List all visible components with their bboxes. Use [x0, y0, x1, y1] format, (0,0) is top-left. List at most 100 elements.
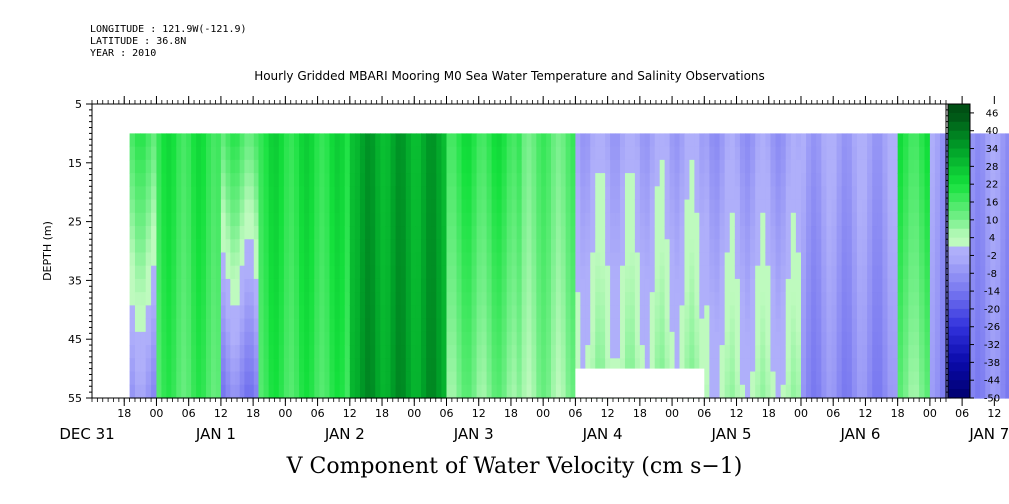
heatmap-cell — [541, 305, 547, 320]
heatmap-cell — [268, 371, 275, 386]
heatmap-cell — [649, 133, 656, 148]
heatmap-cell — [1005, 358, 1009, 373]
heatmap-cell — [506, 252, 513, 267]
heatmap-cell — [624, 186, 631, 201]
heatmap-cell — [826, 159, 833, 174]
heatmap-cell — [339, 358, 346, 373]
heatmap-cell — [344, 358, 351, 373]
colorbar-bin — [948, 139, 970, 150]
heatmap-cell — [679, 358, 686, 373]
heatmap-cell — [575, 305, 581, 320]
heatmap-cell — [846, 212, 853, 227]
heatmap-cell — [565, 159, 572, 174]
heatmap-cell — [161, 384, 167, 399]
heatmap-cell — [674, 358, 681, 373]
heatmap-cell — [385, 318, 392, 333]
heatmap-cell — [140, 345, 147, 359]
heatmap-cell — [210, 212, 217, 227]
heatmap-cell — [620, 226, 626, 240]
heatmap-cell — [196, 159, 202, 174]
heatmap-cell — [780, 159, 787, 174]
heatmap-cell — [278, 371, 285, 386]
heatmap-cell — [831, 265, 838, 280]
heatmap-cell — [985, 278, 991, 293]
heatmap-cell — [466, 199, 473, 214]
heatmap-cell — [745, 159, 751, 174]
heatmap-cell — [924, 278, 931, 293]
heatmap-cell — [550, 331, 557, 346]
heatmap-cell — [980, 292, 986, 306]
heatmap-cell — [370, 318, 376, 333]
heatmap-cell — [415, 371, 422, 386]
heatmap-cell — [709, 173, 716, 187]
heatmap-cell — [856, 159, 863, 174]
heatmap-cell — [892, 265, 899, 280]
heatmap-cell — [506, 133, 513, 148]
heatmap-cell — [288, 226, 295, 240]
heatmap-cell — [689, 133, 695, 148]
heatmap-cell — [739, 212, 746, 227]
heatmap-cell — [385, 292, 392, 306]
heatmap-cell — [585, 133, 591, 148]
heatmap-cell — [546, 146, 552, 161]
heatmap-cell — [283, 331, 290, 346]
heatmap-cell — [349, 331, 356, 346]
heatmap-cell — [821, 278, 828, 293]
heatmap-cell — [709, 305, 716, 320]
heatmap-cell — [836, 318, 843, 333]
heatmap-cell — [714, 239, 721, 254]
heatmap-cell — [555, 226, 562, 240]
heatmap-cell — [410, 265, 417, 280]
heatmap-cell — [390, 226, 397, 240]
heatmap-cell — [624, 199, 631, 214]
heatmap-cell — [785, 265, 792, 280]
heatmap-cell — [831, 146, 838, 161]
heatmap-cell — [476, 305, 483, 320]
heatmap-cell — [550, 305, 557, 320]
heatmap-cell — [385, 331, 392, 346]
heatmap-cell — [629, 212, 636, 227]
heatmap-cell — [620, 159, 626, 174]
heatmap-cell — [244, 133, 250, 148]
heatmap-cell — [304, 305, 310, 320]
heatmap-cell — [511, 371, 518, 386]
heatmap-cell — [669, 265, 676, 280]
heatmap-cell — [506, 186, 513, 201]
heatmap-cell — [354, 146, 361, 161]
heatmap-cell — [755, 305, 761, 320]
heatmap-cell — [765, 212, 772, 227]
heatmap-cell — [929, 358, 936, 373]
heatmap-cell — [253, 159, 260, 174]
heatmap-cell — [370, 239, 376, 254]
heatmap-cell — [176, 239, 182, 254]
heatmap-cell — [541, 278, 547, 293]
heatmap-cell — [225, 292, 231, 306]
heatmap-cell — [400, 305, 407, 320]
heatmap-cell — [531, 133, 537, 148]
heatmap-cell — [314, 384, 320, 399]
heatmap-cell — [780, 226, 787, 240]
heatmap-cell — [390, 305, 397, 320]
heatmap-cell — [186, 292, 192, 306]
heatmap-cell — [699, 358, 705, 373]
heatmap-cell — [634, 173, 641, 187]
heatmap-cell — [304, 239, 310, 254]
heatmap-cell — [929, 159, 936, 174]
heatmap-cell — [745, 186, 751, 201]
heatmap-cell — [134, 239, 141, 254]
heatmap-cell — [856, 292, 863, 306]
heatmap-cell — [516, 133, 523, 148]
heatmap-cell — [565, 331, 572, 346]
heatmap-cell — [816, 331, 822, 346]
heatmap-cell — [729, 384, 736, 399]
heatmap-cell — [526, 239, 533, 254]
heatmap-cell — [729, 318, 736, 333]
heatmap-cell — [831, 252, 838, 267]
heatmap-cell — [639, 358, 646, 373]
heatmap-cell — [380, 239, 387, 254]
heatmap-cell — [466, 358, 473, 373]
heatmap-cell — [268, 173, 275, 187]
heatmap-cell — [405, 239, 412, 254]
heatmap-cell — [415, 252, 422, 267]
heatmap-cell — [431, 265, 437, 280]
